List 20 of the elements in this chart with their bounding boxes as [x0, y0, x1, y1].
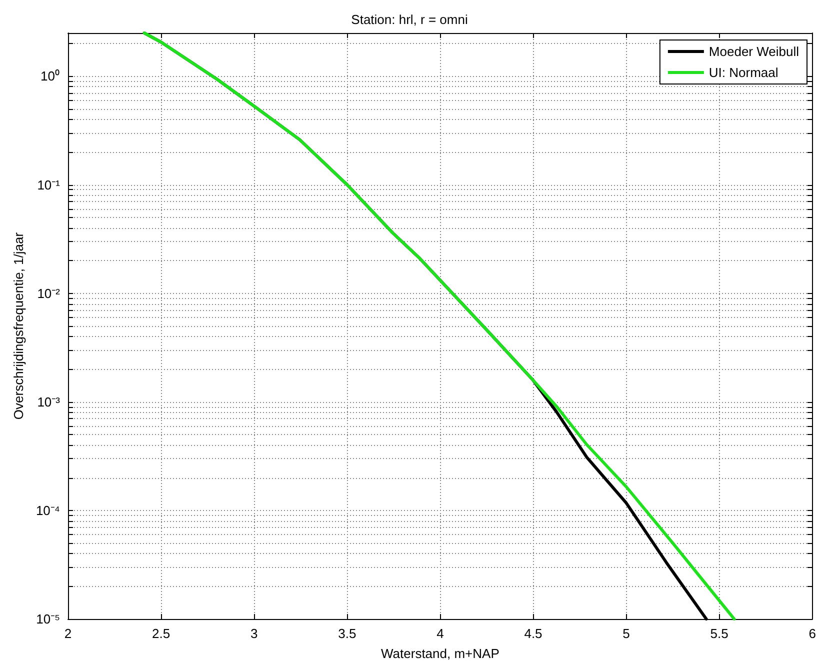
y-axis-title: Overschrijdingsfrequentie, 1/jaar — [11, 232, 26, 420]
x-tick-label: 3 — [250, 626, 258, 641]
x-tick-label: 6 — [808, 626, 816, 641]
y-tick-label: 10⁻¹ — [37, 177, 61, 192]
x-tick-label: 5.5 — [710, 626, 728, 641]
x-tick-label: 4 — [436, 626, 444, 641]
x-tick-label: 3.5 — [338, 626, 356, 641]
y-tick-label: 10⁻⁵ — [36, 612, 60, 626]
x-tick-label: 2.5 — [152, 626, 170, 641]
y-tick-label: 10⁻² — [37, 286, 61, 301]
legend-label: UI: Normaal — [708, 65, 778, 80]
x-tick-label: 2 — [64, 626, 72, 641]
y-tick-label: 10⁰ — [40, 68, 60, 84]
chart-title: Station: hrl, r = omni — [351, 12, 468, 27]
x-tick-label: 5 — [622, 626, 630, 641]
y-tick-label: 10⁻³ — [37, 394, 61, 410]
y-tick-label: 10⁻⁴ — [36, 502, 60, 518]
x-axis-title: Waterstand, m+NAP — [381, 646, 500, 661]
legend-label: Moeder Weibull — [708, 44, 800, 59]
x-tick-label: 4.5 — [524, 626, 542, 641]
